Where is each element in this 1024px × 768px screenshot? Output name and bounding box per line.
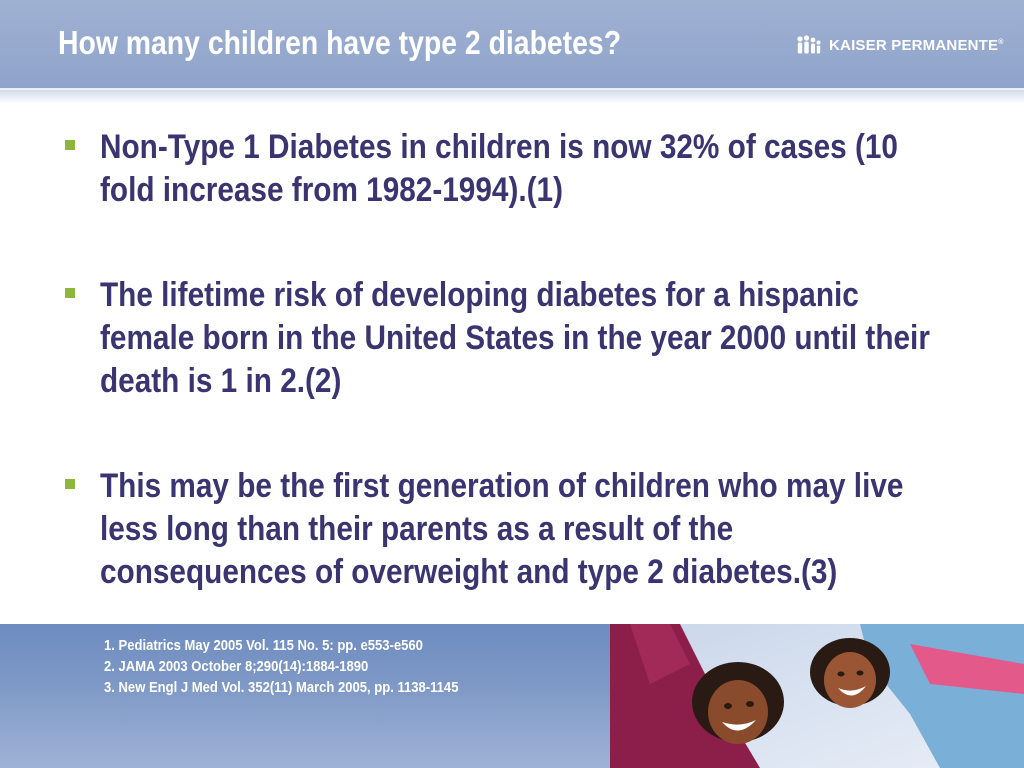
bullet-marker-icon (65, 288, 75, 298)
references-list: 1. Pediatrics May 2005 Vol. 115 No. 5: p… (104, 636, 498, 699)
logo-text: KAISER PERMANENTE® (829, 36, 1004, 54)
kaiser-people-icon (797, 35, 821, 54)
bullet-text: This may be the first generation of chil… (100, 467, 904, 591)
header-divider (0, 88, 1024, 104)
footer-band (0, 624, 1024, 768)
title-bar: How many children have type 2 diabetes? … (0, 0, 1024, 88)
kaiser-permanente-logo: KAISER PERMANENTE® (796, 33, 1004, 57)
bullet-marker-icon (65, 140, 75, 150)
bullet-list: Non-Type 1 Diabetes in children is now 3… (62, 126, 962, 594)
bullet-text: The lifetime risk of developing diabetes… (100, 276, 930, 400)
bullet-text: Non-Type 1 Diabetes in children is now 3… (100, 128, 898, 209)
bullet-marker-icon (65, 479, 75, 489)
reference-item: 2. JAMA 2003 October 8;290(14):1884-1890 (104, 659, 369, 675)
reference-item: 1. Pediatrics May 2005 Vol. 115 No. 5: p… (104, 638, 423, 654)
reference-item: 3. New Engl J Med Vol. 352(11) March 200… (104, 680, 459, 696)
bullet-item: The lifetime risk of developing diabetes… (62, 274, 962, 403)
children-photo (610, 624, 1024, 768)
bullet-item: Non-Type 1 Diabetes in children is now 3… (62, 126, 962, 212)
slide-title: How many children have type 2 diabetes? (58, 24, 622, 61)
bullet-item: This may be the first generation of chil… (62, 465, 962, 594)
